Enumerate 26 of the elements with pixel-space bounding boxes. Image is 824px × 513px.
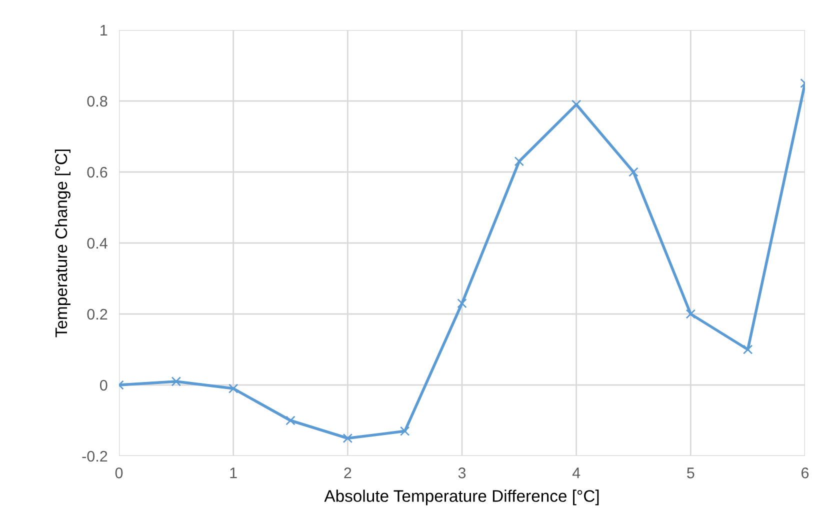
point bbox=[742, 344, 753, 354]
x-tick-label: 1 bbox=[230, 468, 237, 478]
point bbox=[342, 433, 353, 444]
point bbox=[686, 309, 696, 319]
x-axis-title: Absolute Temperature Difference [°C] bbox=[324, 490, 599, 506]
point bbox=[457, 298, 467, 308]
y-tick-label: 1 bbox=[100, 25, 108, 36]
point bbox=[400, 426, 410, 436]
y-axis-title: Temperature Change [°C] bbox=[54, 150, 70, 338]
x-tick-label: 2 bbox=[344, 468, 352, 478]
point bbox=[228, 384, 238, 394]
x-tick-label: 5 bbox=[687, 468, 694, 478]
y-tick-label: -0.2 bbox=[82, 450, 108, 462]
y-tick-label: 0.6 bbox=[87, 166, 108, 178]
y-tick-label: 0 bbox=[100, 380, 108, 391]
x-tick-label: 3 bbox=[458, 468, 466, 478]
point bbox=[171, 376, 182, 386]
x-tick-label: 4 bbox=[572, 468, 580, 478]
point bbox=[628, 167, 638, 177]
x-tick-label: 0 bbox=[115, 468, 123, 478]
point bbox=[514, 156, 524, 166]
x-tick-label: 6 bbox=[802, 468, 809, 478]
y-tick-label: 0.2 bbox=[87, 308, 108, 320]
y-tick-label: 0.8 bbox=[87, 96, 108, 107]
y-tick-label: 0.4 bbox=[87, 238, 108, 249]
point bbox=[286, 416, 296, 426]
